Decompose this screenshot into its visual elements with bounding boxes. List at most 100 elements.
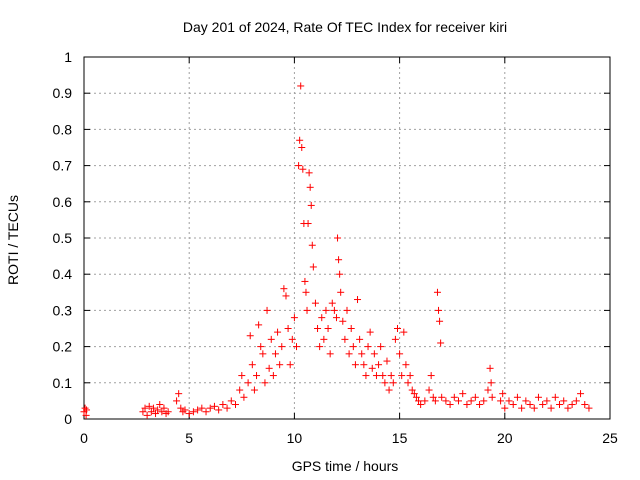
data-point bbox=[349, 343, 357, 351]
data-point bbox=[158, 408, 166, 416]
data-point bbox=[560, 397, 568, 405]
data-point bbox=[437, 339, 445, 347]
data-point bbox=[282, 292, 290, 300]
data-point bbox=[379, 372, 387, 380]
data-point bbox=[223, 404, 231, 412]
data-point bbox=[198, 404, 206, 412]
data-point bbox=[303, 306, 311, 314]
y-tick-label: 0.7 bbox=[53, 158, 73, 174]
data-point bbox=[564, 404, 572, 412]
data-point bbox=[231, 401, 239, 409]
data-point bbox=[410, 390, 418, 398]
data-point bbox=[145, 402, 153, 410]
data-point bbox=[316, 343, 324, 351]
data-point bbox=[398, 372, 406, 380]
data-point bbox=[288, 335, 296, 343]
data-point bbox=[417, 401, 425, 409]
data-point bbox=[322, 306, 330, 314]
data-point bbox=[304, 220, 312, 228]
data-point bbox=[274, 328, 282, 336]
data-point bbox=[259, 350, 267, 358]
data-point bbox=[501, 404, 509, 412]
data-point bbox=[347, 325, 355, 332]
data-point bbox=[298, 144, 306, 151]
data-point bbox=[335, 256, 343, 264]
data-point bbox=[177, 404, 185, 412]
data-point bbox=[173, 397, 181, 405]
y-tick-labels: 0 0.1 0.2 0.3 0.4 0.5 0.6 0.7 0.8 0.9 1 bbox=[53, 49, 73, 427]
data-point bbox=[400, 328, 408, 336]
data-point bbox=[330, 306, 338, 314]
data-point bbox=[408, 386, 416, 394]
data-point bbox=[436, 317, 444, 325]
data-point bbox=[236, 386, 244, 394]
data-point bbox=[459, 390, 467, 398]
data-point bbox=[297, 82, 305, 90]
x-tick-label: 10 bbox=[287, 430, 303, 446]
data-point bbox=[250, 386, 258, 394]
data-point bbox=[431, 397, 439, 405]
x-axis-label: GPS time / hours bbox=[292, 458, 399, 474]
data-point bbox=[518, 404, 526, 412]
data-point bbox=[248, 361, 256, 369]
data-point bbox=[160, 404, 168, 412]
y-tick-label: 0.8 bbox=[53, 121, 73, 137]
data-point bbox=[415, 397, 423, 405]
data-point bbox=[267, 335, 275, 343]
data-point bbox=[551, 393, 559, 401]
data-point bbox=[334, 234, 342, 242]
data-point bbox=[238, 372, 246, 380]
data-point bbox=[83, 406, 91, 414]
x-tick-labels: 0 5 10 15 20 25 bbox=[80, 430, 618, 446]
x-tick-label: 25 bbox=[602, 430, 618, 446]
data-point bbox=[324, 325, 332, 332]
data-point bbox=[391, 335, 399, 343]
data-point bbox=[328, 299, 336, 307]
data-point bbox=[526, 401, 534, 409]
data-point bbox=[309, 263, 317, 271]
chart-title: Day 201 of 2024, Rate Of TEC Index for r… bbox=[183, 19, 507, 35]
data-point bbox=[219, 401, 227, 409]
data-point bbox=[539, 401, 547, 409]
data-point bbox=[255, 321, 263, 329]
data-point bbox=[547, 404, 555, 412]
data-point bbox=[433, 288, 441, 296]
data-point bbox=[581, 401, 589, 409]
data-point bbox=[305, 169, 313, 177]
data-point bbox=[175, 390, 183, 398]
data-point bbox=[389, 379, 397, 387]
y-tick-label: 0.9 bbox=[53, 85, 73, 101]
data-point bbox=[463, 401, 471, 409]
data-point bbox=[404, 379, 412, 387]
data-point bbox=[396, 350, 404, 358]
data-point bbox=[149, 404, 157, 412]
data-point bbox=[487, 379, 495, 387]
data-point bbox=[308, 241, 316, 249]
data-point bbox=[290, 314, 298, 322]
data-point bbox=[429, 393, 437, 401]
data-point bbox=[486, 364, 494, 372]
y-tick-label: 0.1 bbox=[53, 375, 73, 391]
data-point bbox=[284, 325, 292, 332]
data-point bbox=[402, 361, 410, 369]
data-point bbox=[293, 343, 301, 351]
data-point bbox=[505, 397, 513, 405]
data-point bbox=[368, 364, 376, 372]
data-point bbox=[181, 406, 189, 414]
data-point bbox=[143, 411, 151, 419]
data-point bbox=[147, 408, 155, 416]
data-point bbox=[425, 386, 433, 394]
data-point bbox=[263, 306, 271, 314]
data-point bbox=[385, 386, 393, 394]
y-tick-label: 0.5 bbox=[53, 230, 73, 246]
data-point bbox=[139, 408, 147, 416]
data-point bbox=[269, 372, 277, 380]
data-point bbox=[556, 401, 564, 409]
y-tick-label: 0.2 bbox=[53, 339, 73, 355]
data-point bbox=[412, 393, 420, 401]
data-point bbox=[534, 393, 542, 401]
data-point bbox=[215, 406, 223, 414]
data-point bbox=[318, 314, 326, 322]
